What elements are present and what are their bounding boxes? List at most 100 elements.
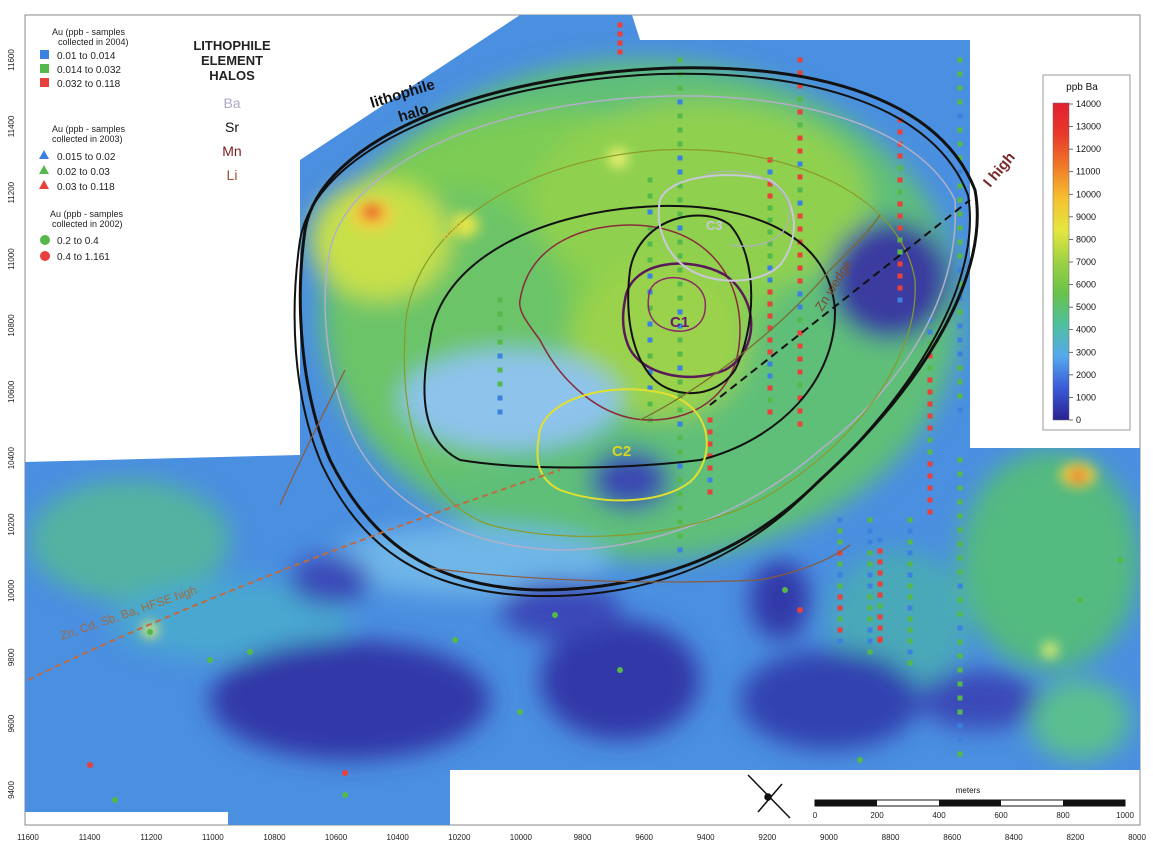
sample-marker [927, 497, 933, 503]
sample-marker [957, 639, 963, 645]
axis-bottom-easting: 11600 11400 11200 11000 10800 10600 10400 10200… [17, 833, 1146, 842]
sample-marker [957, 485, 963, 491]
sample-marker [797, 369, 803, 375]
axis-bottom-tick: 9400 [697, 833, 715, 842]
sample-marker [927, 353, 933, 359]
sample-marker [837, 517, 843, 523]
axis-left-tick: 10400 [7, 447, 16, 470]
sample-marker [707, 477, 713, 483]
sample-marker [677, 127, 683, 133]
sample-marker [767, 253, 773, 259]
sample-marker [797, 330, 803, 336]
sample-marker [647, 353, 653, 359]
sample-marker [957, 365, 963, 371]
sample-marker [877, 570, 883, 576]
sample-marker [797, 200, 803, 206]
halo-element-ba: Ba [223, 95, 240, 111]
sample-marker [647, 401, 653, 407]
sample-marker [707, 489, 713, 495]
colorbar-tick-label: 1000 [1076, 392, 1096, 402]
sample-marker [677, 407, 683, 413]
sample-marker [677, 547, 683, 553]
sample-marker [647, 321, 653, 327]
sample-marker [1077, 597, 1083, 603]
sample-marker [867, 649, 873, 655]
sample-marker [617, 22, 623, 28]
sample-marker [957, 169, 963, 175]
sample-marker [1117, 557, 1123, 563]
sample-marker [877, 614, 883, 620]
axis-bottom-tick: 10000 [510, 833, 533, 842]
sample-marker [867, 528, 873, 534]
axis-bottom-tick: 9200 [758, 833, 776, 842]
sample-marker [677, 351, 683, 357]
axis-left-tick: 10600 [7, 380, 16, 403]
sample-marker [677, 505, 683, 511]
colorbar-tick-label: 8000 [1076, 234, 1096, 244]
sample-marker [867, 550, 873, 556]
c3-contour-b [704, 170, 791, 247]
axis-left-tick: 11400 [7, 115, 16, 137]
sample-marker [797, 408, 803, 414]
legend-2004-item-1: 0.01 to 0.014 [57, 51, 116, 62]
sample-marker [957, 407, 963, 413]
sample-marker [797, 395, 803, 401]
sample-marker [957, 457, 963, 463]
colorbar-ramp [1052, 102, 1070, 421]
sample-marker [927, 365, 933, 371]
sample-marker [497, 339, 503, 345]
sample-marker [342, 770, 348, 776]
sample-marker [897, 273, 903, 279]
colorbar-tick-label: 10000 [1076, 189, 1101, 199]
sample-marker [797, 226, 803, 232]
axis-left-tick: 10800 [7, 314, 16, 337]
sample-marker [957, 85, 963, 91]
sample-marker [617, 31, 623, 37]
sample-marker [767, 337, 773, 343]
sample-marker [767, 361, 773, 367]
legend-2002-title-1: Au (ppb - samples [50, 209, 124, 219]
sample-marker [677, 253, 683, 259]
li-halo [403, 148, 916, 537]
sample-marker [677, 519, 683, 525]
sample-marker [647, 209, 653, 215]
sample-marker [767, 169, 773, 175]
sample-marker [677, 267, 683, 273]
brown-bottom-line [429, 544, 851, 583]
ba-colorbar: ppb Ba 140001300012000110001000090008000… [1042, 74, 1131, 431]
axis-bottom-tick: 8000 [1128, 833, 1146, 842]
legend-2002-title-2: collected in 2002) [52, 219, 123, 229]
sample-marker [957, 625, 963, 631]
colorbar-tick-label: 5000 [1076, 302, 1096, 312]
sample-marker [957, 681, 963, 687]
sample-marker [957, 471, 963, 477]
sample-marker [877, 637, 883, 643]
sample-marker [907, 539, 913, 545]
sample-marker [617, 49, 623, 55]
axis-left-tick: 9800 [7, 648, 16, 666]
sample-marker [677, 197, 683, 203]
sample-marker [957, 597, 963, 603]
sample-marker [497, 311, 503, 317]
sample-marker [112, 797, 118, 803]
sample-marker [767, 229, 773, 235]
scalebar-tick: 800 [1056, 811, 1070, 820]
sample-marker [867, 594, 873, 600]
c1-contour-b [627, 214, 753, 395]
sample-marker [957, 99, 963, 105]
i-high-line [709, 199, 971, 406]
legend-2002-item-1: 0.2 to 0.4 [57, 236, 99, 247]
sample-marker [957, 337, 963, 343]
legend-2004-item-3: 0.032 to 0.118 [57, 79, 121, 90]
sr-outer-halo-2 [293, 72, 971, 598]
sample-marker [677, 155, 683, 161]
sample-marker [767, 409, 773, 415]
sample-marker [797, 83, 803, 89]
axis-bottom-tick: 11200 [140, 833, 162, 842]
sample-marker [927, 437, 933, 443]
sample-marker [957, 267, 963, 273]
sample-marker [707, 465, 713, 471]
sample-marker [647, 257, 653, 263]
au-legend: Au (ppb - samples collected in 2004) 0.0… [39, 27, 129, 263]
